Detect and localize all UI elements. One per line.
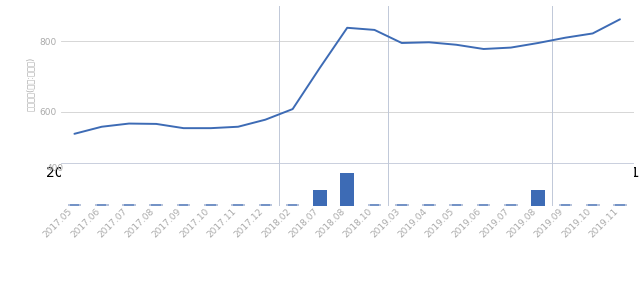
Bar — [506, 204, 516, 206]
Bar — [313, 190, 327, 206]
Bar — [559, 204, 572, 206]
Bar — [259, 204, 272, 206]
Bar — [70, 204, 79, 206]
Bar — [68, 204, 81, 206]
Y-axis label: 거래금액(단위:백만원): 거래금액(단위:백만원) — [26, 56, 35, 111]
Bar — [97, 204, 106, 206]
Bar — [288, 204, 298, 206]
Bar — [152, 204, 161, 206]
Bar — [613, 204, 627, 206]
Bar — [477, 204, 490, 206]
Bar — [449, 204, 463, 206]
Bar — [367, 204, 381, 206]
Bar — [395, 204, 408, 206]
Bar — [452, 204, 461, 206]
Bar — [204, 204, 218, 206]
Bar — [122, 204, 136, 206]
Bar — [531, 190, 545, 206]
Bar — [124, 204, 134, 206]
Bar — [370, 204, 380, 206]
Bar — [206, 204, 216, 206]
Text: 400: 400 — [47, 163, 63, 173]
Bar — [615, 204, 625, 206]
Bar — [504, 204, 518, 206]
Bar — [588, 204, 598, 206]
Bar — [586, 204, 600, 206]
Bar — [422, 204, 436, 206]
Bar — [424, 204, 434, 206]
Bar — [397, 204, 406, 206]
Bar — [340, 173, 354, 206]
Bar — [177, 204, 190, 206]
Bar — [479, 204, 488, 206]
Bar — [179, 204, 188, 206]
Bar — [260, 204, 270, 206]
Bar — [95, 204, 109, 206]
Bar — [286, 204, 300, 206]
Bar — [234, 204, 243, 206]
Bar — [231, 204, 245, 206]
Bar — [561, 204, 570, 206]
Bar — [150, 204, 163, 206]
